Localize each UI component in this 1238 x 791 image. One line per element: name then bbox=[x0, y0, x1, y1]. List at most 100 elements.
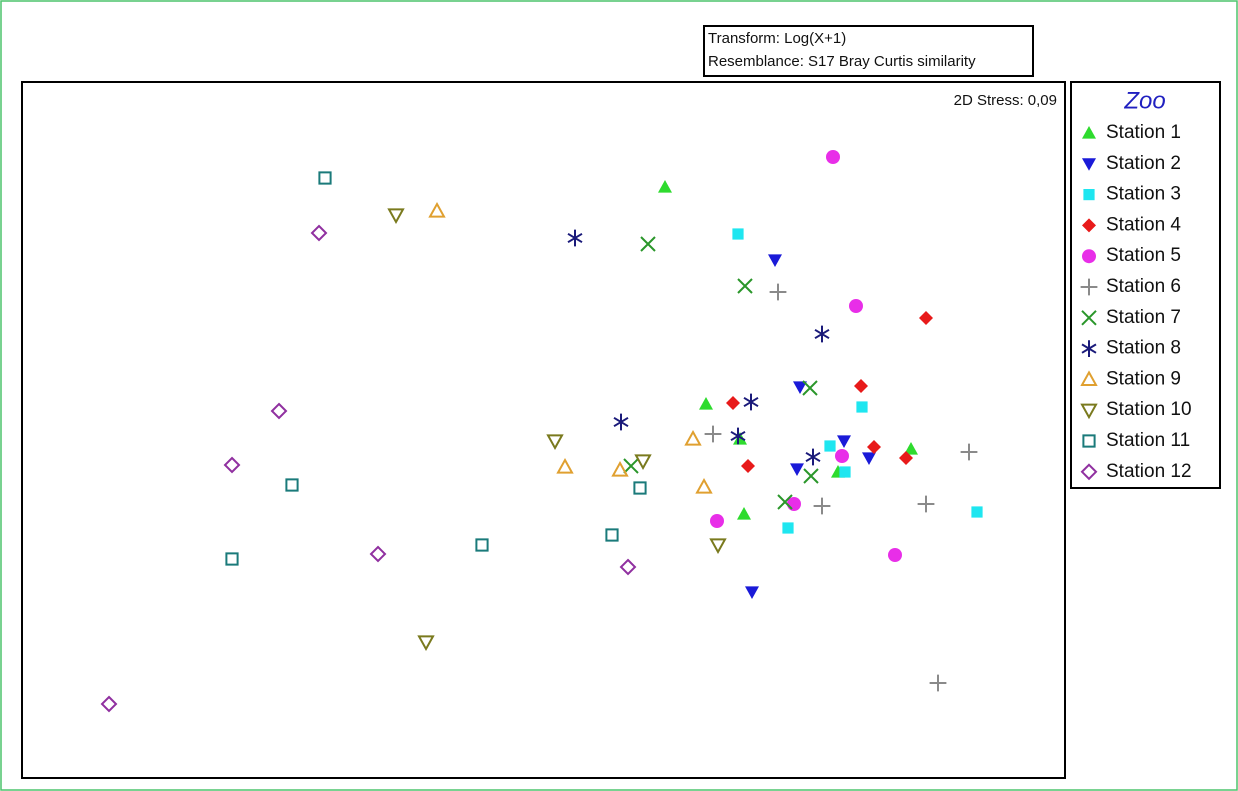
data-point bbox=[862, 452, 876, 465]
data-point bbox=[225, 552, 239, 566]
legend-marker bbox=[1083, 189, 1095, 201]
data-point bbox=[605, 528, 619, 542]
data-point bbox=[726, 396, 740, 410]
data-point bbox=[270, 402, 288, 420]
data-point bbox=[813, 497, 831, 515]
legend-box bbox=[1070, 81, 1221, 489]
data-point bbox=[814, 325, 830, 343]
data-point bbox=[777, 494, 793, 510]
data-point bbox=[741, 459, 755, 473]
legend-marker bbox=[1082, 434, 1096, 448]
data-point bbox=[428, 201, 446, 218]
data-point bbox=[899, 451, 913, 465]
data-point bbox=[849, 299, 863, 313]
data-point bbox=[619, 558, 637, 576]
legend-marker bbox=[1080, 370, 1098, 386]
legend-label: Station 1 bbox=[1106, 122, 1181, 143]
legend-label: Station 5 bbox=[1106, 245, 1181, 266]
data-point bbox=[387, 208, 405, 225]
data-point bbox=[684, 429, 702, 446]
legend-title: Zoo bbox=[1123, 87, 1165, 114]
data-point bbox=[695, 477, 713, 494]
data-point bbox=[743, 393, 759, 411]
data-point bbox=[856, 401, 868, 413]
data-point bbox=[611, 460, 629, 477]
legend-label: Station 12 bbox=[1106, 461, 1192, 482]
legend-label: Station 4 bbox=[1106, 214, 1181, 235]
data-point bbox=[710, 514, 724, 528]
data-point bbox=[730, 427, 746, 445]
data-point bbox=[803, 468, 819, 484]
data-point bbox=[623, 458, 639, 474]
data-point bbox=[704, 425, 722, 443]
data-point bbox=[839, 466, 851, 478]
legend-label: Station 7 bbox=[1106, 307, 1181, 328]
data-point bbox=[699, 397, 713, 410]
legend-label: Station 3 bbox=[1106, 184, 1181, 205]
data-point bbox=[867, 440, 881, 454]
legend-label: Station 10 bbox=[1106, 399, 1192, 420]
data-point bbox=[417, 635, 435, 652]
legend-label: Station 2 bbox=[1106, 153, 1181, 174]
data-point bbox=[613, 413, 629, 431]
data-point bbox=[835, 449, 849, 463]
data-point bbox=[745, 586, 759, 599]
data-point bbox=[904, 442, 918, 455]
data-point bbox=[768, 254, 782, 267]
data-point bbox=[223, 456, 241, 474]
data-point bbox=[917, 495, 935, 513]
legend-marker bbox=[1081, 310, 1097, 326]
legend-marker bbox=[1080, 463, 1098, 481]
resemblance-label: Resemblance: S17 Bray Curtis similarity bbox=[708, 53, 976, 70]
legend-marker bbox=[1082, 249, 1096, 264]
data-point bbox=[737, 278, 753, 294]
legend-label: Station 9 bbox=[1106, 368, 1181, 389]
data-point bbox=[310, 224, 328, 242]
stress-label: 2D Stress: 0,09 bbox=[954, 92, 1057, 109]
data-point bbox=[709, 538, 727, 555]
data-point bbox=[769, 283, 787, 301]
data-point bbox=[826, 150, 840, 164]
data-point bbox=[633, 481, 647, 495]
legend-marker bbox=[1082, 218, 1096, 233]
data-point bbox=[782, 522, 794, 534]
legend-marker bbox=[1082, 158, 1096, 171]
legend-marker bbox=[1080, 403, 1098, 420]
data-point bbox=[318, 171, 332, 185]
data-point bbox=[285, 478, 299, 492]
data-point bbox=[369, 545, 387, 563]
transform-label: Transform: Log(X+1) bbox=[708, 30, 846, 47]
legend-marker bbox=[1082, 126, 1096, 139]
legend-marker bbox=[1081, 340, 1097, 357]
data-point bbox=[929, 674, 947, 692]
data-point bbox=[790, 463, 804, 476]
data-point bbox=[837, 435, 851, 448]
legend-label: Station 8 bbox=[1106, 338, 1181, 359]
data-point bbox=[546, 434, 564, 451]
data-point bbox=[640, 236, 656, 252]
data-point bbox=[737, 507, 751, 520]
data-point bbox=[567, 229, 583, 247]
data-point bbox=[634, 454, 652, 471]
data-point bbox=[919, 311, 933, 325]
data-point bbox=[793, 381, 807, 394]
data-point bbox=[854, 379, 868, 393]
data-point bbox=[475, 538, 489, 552]
legend-marker bbox=[1080, 278, 1098, 296]
data-point bbox=[556, 457, 574, 474]
legend-label: Station 6 bbox=[1106, 276, 1181, 297]
data-point bbox=[732, 228, 744, 240]
data-point bbox=[960, 443, 978, 461]
data-point bbox=[971, 506, 983, 518]
data-point bbox=[802, 380, 818, 396]
data-point bbox=[888, 548, 902, 562]
data-point bbox=[824, 440, 836, 452]
data-point bbox=[805, 448, 821, 466]
transform-box bbox=[703, 25, 1034, 77]
data-point bbox=[658, 180, 672, 193]
plot-area bbox=[21, 81, 1066, 779]
legend-label: Station 11 bbox=[1106, 430, 1190, 451]
data-point bbox=[100, 695, 118, 713]
